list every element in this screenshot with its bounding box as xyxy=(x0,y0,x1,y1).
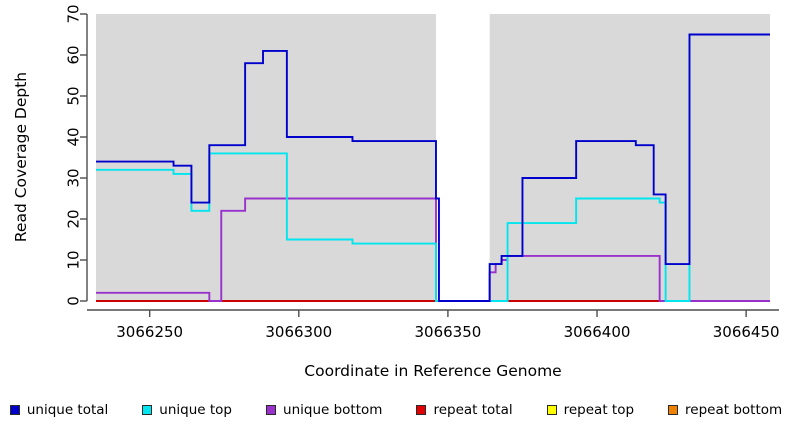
x-tick-label: 3066300 xyxy=(265,323,332,341)
legend-item-label: repeat bottom xyxy=(685,402,783,418)
y-axis-title: Read Coverage Depth xyxy=(12,72,30,242)
legend-item-unique-total[interactable]: unique total xyxy=(9,402,109,418)
y-tick-label: 60 xyxy=(65,45,83,64)
legend-item-repeat-top[interactable]: repeat top xyxy=(546,402,635,418)
legend: unique total unique top unique bottom repea… xyxy=(0,399,792,421)
y-tick-label: 0 xyxy=(65,296,83,306)
plot-background xyxy=(96,14,770,301)
x-tick-label: 3066400 xyxy=(564,323,631,341)
legend-swatch-icon xyxy=(266,405,277,415)
no-data-gap-region xyxy=(435,14,490,301)
legend-item-label: unique total xyxy=(26,402,109,418)
y-tick-label: 50 xyxy=(65,86,83,105)
legend-item-label: repeat top xyxy=(563,402,635,418)
x-tick-label: 3066350 xyxy=(415,323,482,341)
legend-item-label: repeat total xyxy=(433,402,513,418)
x-tick-label: 3066250 xyxy=(116,323,183,341)
legend-swatch-icon xyxy=(668,405,679,415)
x-axis: 3066250 3066300 3066350 3066400 3066450 xyxy=(87,309,780,341)
y-axis: 0 10 20 30 40 50 60 70 xyxy=(65,4,88,306)
legend-item-unique-top[interactable]: unique top xyxy=(142,402,232,418)
y-tick-label: 10 xyxy=(65,250,83,269)
y-tick-label: 70 xyxy=(65,4,83,23)
legend-swatch-icon xyxy=(9,405,20,415)
legend-item-label: unique bottom xyxy=(283,402,383,418)
legend-swatch-icon xyxy=(416,405,427,415)
series-line-unique-total xyxy=(96,33,770,302)
y-tick-label: 30 xyxy=(65,168,83,187)
legend-item-repeat-total[interactable]: repeat total xyxy=(416,402,513,418)
legend-swatch-icon xyxy=(142,405,153,415)
x-tick-label: 3066450 xyxy=(713,323,780,341)
y-tick-label: 20 xyxy=(65,209,83,228)
x-axis-title: Coordinate in Reference Genome xyxy=(304,362,561,380)
legend-item-unique-bottom[interactable]: unique bottom xyxy=(266,402,382,418)
legend-item-label: unique top xyxy=(159,402,233,418)
legend-item-repeat-bottom[interactable]: repeat bottom xyxy=(668,402,782,418)
legend-swatch-icon xyxy=(546,405,557,415)
series-group xyxy=(96,33,770,302)
y-tick-label: 40 xyxy=(65,127,83,146)
